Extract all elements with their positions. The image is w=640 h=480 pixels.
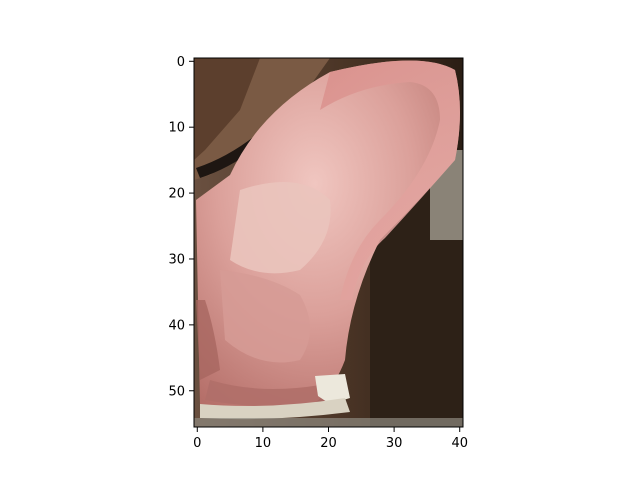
y-axis-ticks: 0 10 20 30 40 50 xyxy=(168,55,194,399)
x-tick-label: 0 xyxy=(193,436,201,451)
y-tick-label: 30 xyxy=(168,252,185,267)
x-tick-label: 40 xyxy=(451,436,468,451)
x-axis-ticks: 0 10 20 30 40 xyxy=(193,427,468,451)
x-tick-label: 30 xyxy=(386,436,403,451)
x-tick-label: 10 xyxy=(255,436,272,451)
x-tick-label: 20 xyxy=(320,436,337,451)
y-tick-label: 20 xyxy=(168,187,185,202)
y-tick-label: 10 xyxy=(168,121,185,136)
y-tick-label: 0 xyxy=(177,55,185,70)
y-tick-label: 40 xyxy=(168,318,185,333)
y-tick-label: 50 xyxy=(168,384,185,399)
image-axes xyxy=(194,58,463,427)
